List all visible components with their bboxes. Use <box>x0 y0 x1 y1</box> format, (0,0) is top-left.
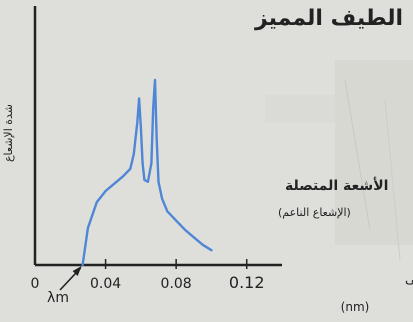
continuous-label: الأشعة المتصلة <box>285 177 388 194</box>
y-axis-label: شدة الإشعاع <box>2 104 15 162</box>
spectrum-line <box>83 80 212 265</box>
continuous-sublabel: (الإشعاع الناعم) <box>278 206 351 219</box>
x-tick-label-0: 0 <box>31 276 40 292</box>
x-tick-label-3: 0.12 <box>229 273 265 292</box>
x-axis-unit: (nm) <box>341 300 370 314</box>
x-tick-label-2: 0.08 <box>161 276 192 292</box>
x-tick-label-1: 0.04 <box>90 276 121 292</box>
x-axis-label: الطول الموجى <box>405 272 413 287</box>
chart-title: الطيف المميز <box>254 6 403 31</box>
lambda-min-label: λm <box>47 290 69 306</box>
